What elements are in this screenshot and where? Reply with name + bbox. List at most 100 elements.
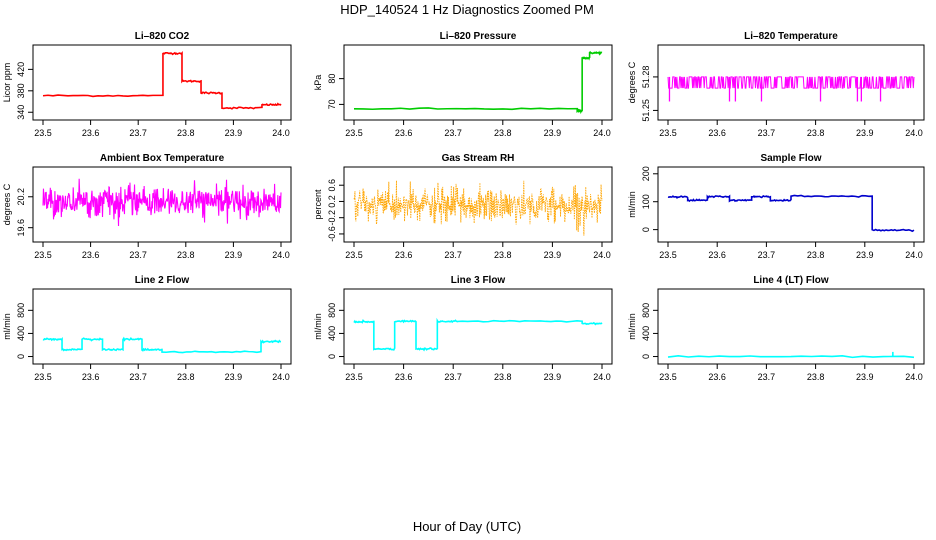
x-tick-label: 23.7 <box>129 250 147 260</box>
panel-title: Line 3 Flow <box>451 275 506 286</box>
panel-3: Ambient Box Temperature 23.5 23.6 23.7 23.8 2… <box>2 153 292 260</box>
series-line <box>667 194 915 233</box>
panel-title: Sample Flow <box>760 153 821 164</box>
y-tick-label: 20.2 <box>16 188 26 206</box>
panel-title: Line 4 (LT) Flow <box>753 275 829 286</box>
x-tick-label: 24.0 <box>905 128 923 138</box>
x-tick-label: 23.7 <box>758 128 776 138</box>
x-tick-label: 23.9 <box>856 250 874 260</box>
series-line <box>353 317 603 352</box>
x-tick-label: 23.7 <box>129 372 147 382</box>
y-tick-label: 340 <box>16 105 26 120</box>
x-tick-label: 23.9 <box>856 372 874 382</box>
x-tick-label: 23.7 <box>444 372 462 382</box>
x-tick-label: 23.9 <box>544 128 562 138</box>
y-tick-label: 400 <box>327 326 337 341</box>
panel-5: Sample Flow 23.5 23.6 23.7 23.8 23.9 24.0 0 100 2… <box>627 153 925 260</box>
y-tick-label: 420 <box>16 62 26 77</box>
panel-title: Ambient Box Temperature <box>100 153 225 164</box>
panel-frame <box>32 166 292 243</box>
panel-frame <box>32 44 292 121</box>
panel-title: Li–820 Pressure <box>440 31 517 42</box>
series-line <box>667 355 915 359</box>
y-axis-label: ml/min <box>627 313 637 340</box>
x-tick-label: 24.0 <box>593 250 611 260</box>
panel-1: Li–820 Pressure 23.5 23.6 23.7 23.8 23.9 24.0 7… <box>313 31 613 138</box>
y-tick-label: 0 <box>641 354 651 359</box>
x-tick-label: 23.6 <box>708 128 726 138</box>
panel-frame <box>657 166 925 243</box>
x-tick-label: 24.0 <box>272 128 290 138</box>
x-tick-label: 23.8 <box>807 372 825 382</box>
x-tick-label: 23.5 <box>345 372 363 382</box>
panel-title: Li–820 CO2 <box>135 31 190 42</box>
x-tick-label: 23.8 <box>177 372 195 382</box>
x-tick-label: 23.7 <box>444 250 462 260</box>
series-line <box>42 336 282 354</box>
x-tick-label: 24.0 <box>905 372 923 382</box>
x-tick-label: 23.5 <box>659 250 677 260</box>
series-line <box>42 178 282 227</box>
x-tick-label: 24.0 <box>905 250 923 260</box>
x-tick-label: 23.6 <box>395 128 413 138</box>
y-axis-label: ml/min <box>313 313 323 340</box>
x-tick-label: 23.5 <box>345 128 363 138</box>
x-tick-label: 23.5 <box>34 128 52 138</box>
x-tick-label: 23.5 <box>659 128 677 138</box>
y-axis-label: percent <box>313 189 323 220</box>
panel-frame <box>343 288 613 365</box>
series-line <box>353 50 603 115</box>
y-tick-label: 51.25 <box>641 99 651 122</box>
y-tick-label: 200 <box>641 166 651 181</box>
x-tick-label: 23.5 <box>659 372 677 382</box>
x-tick-label: 23.6 <box>82 250 100 260</box>
x-tick-label: 23.9 <box>225 128 243 138</box>
x-tick-label: 24.0 <box>593 372 611 382</box>
panel-0: Li–820 CO2 23.5 23.6 23.7 23.8 23.9 24.0 340 380… <box>2 31 292 138</box>
x-tick-label: 23.8 <box>177 128 195 138</box>
x-tick-label: 23.7 <box>444 128 462 138</box>
y-tick-label: -0.6 <box>327 226 337 242</box>
x-tick-label: 24.0 <box>272 250 290 260</box>
figure-title: HDP_140524 1 Hz Diagnostics Zoomed PM <box>340 2 594 17</box>
y-tick-label: 0 <box>327 354 337 359</box>
x-tick-label: 23.9 <box>544 250 562 260</box>
y-axis-label: ml/min <box>627 191 637 218</box>
x-tick-label: 23.8 <box>807 250 825 260</box>
x-tick-label: 23.9 <box>544 372 562 382</box>
x-tick-label: 23.5 <box>34 372 52 382</box>
series-line <box>42 50 282 110</box>
series-line <box>353 180 603 236</box>
x-tick-label: 23.8 <box>177 250 195 260</box>
panel-frame <box>32 288 292 365</box>
x-tick-label: 23.5 <box>345 250 363 260</box>
x-tick-label: 23.8 <box>494 250 512 260</box>
x-tick-label: 23.8 <box>494 372 512 382</box>
x-tick-label: 24.0 <box>272 372 290 382</box>
x-tick-label: 23.6 <box>708 372 726 382</box>
y-axis-label: degrees C <box>627 61 637 103</box>
x-tick-label: 23.5 <box>34 250 52 260</box>
x-tick-label: 24.0 <box>593 128 611 138</box>
y-tick-label: 0.2 <box>327 195 337 208</box>
y-tick-label: 800 <box>327 303 337 318</box>
series-line <box>667 76 915 89</box>
panel-title: Line 2 Flow <box>135 275 190 286</box>
x-tick-label: 23.6 <box>82 128 100 138</box>
y-tick-label: 51.28 <box>641 66 651 89</box>
y-tick-label: 400 <box>641 326 651 341</box>
x-tick-label: 23.6 <box>395 250 413 260</box>
x-tick-label: 23.6 <box>395 372 413 382</box>
x-tick-label: 23.8 <box>807 128 825 138</box>
y-tick-label: 19.6 <box>16 219 26 237</box>
x-tick-label: 23.7 <box>758 250 776 260</box>
panel-6: Line 2 Flow 23.5 23.6 23.7 23.8 23.9 24.0 0 400 8… <box>2 275 292 382</box>
y-tick-label: 70 <box>327 99 337 109</box>
panel-title: Gas Stream RH <box>442 153 515 164</box>
y-tick-label: 100 <box>641 194 651 209</box>
x-tick-label: 23.6 <box>708 250 726 260</box>
x-tick-label: 23.9 <box>225 372 243 382</box>
panel-7: Line 3 Flow 23.5 23.6 23.7 23.8 23.9 24.0 0 400 8… <box>313 275 613 382</box>
panel-4: Gas Stream RH 23.5 23.6 23.7 23.8 23.9 24.0 -0.… <box>313 153 613 260</box>
